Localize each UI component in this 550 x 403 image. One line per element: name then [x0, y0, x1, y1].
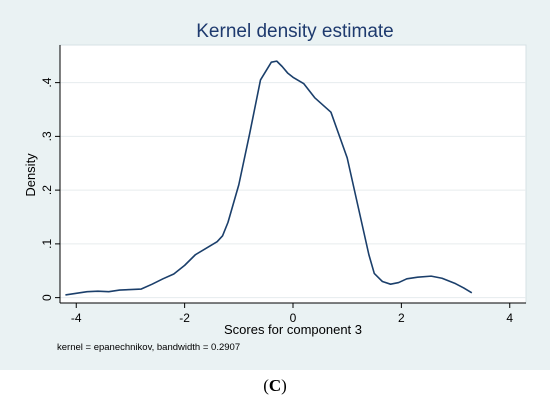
grid-lines [60, 82, 526, 299]
x-tick-label: -2 [179, 311, 190, 325]
y-tick-label: .3 [40, 131, 54, 141]
x-tick-label: -4 [71, 311, 82, 325]
x-tick-label: 0 [290, 311, 297, 325]
figure-caption: (C) [0, 376, 550, 396]
y-tick-label: .2 [40, 185, 54, 195]
plot-area [59, 44, 527, 304]
caption-letter: C [268, 376, 282, 395]
y-tick-label: .1 [40, 239, 54, 249]
x-axis-label: Scores for component 3 [224, 322, 362, 337]
y-ticks: 0 .1 .2 .3 .4 [40, 77, 60, 301]
kernel-note: kernel = epanechnikov, bandwidth = 0.290… [57, 342, 240, 353]
chart-title: Kernel density estimate [196, 21, 394, 42]
x-ticks: -4 -2 0 2 4 [71, 303, 513, 325]
x-tick-label: 4 [506, 311, 513, 325]
caption-text: (C) [263, 376, 287, 395]
x-tick-label: 2 [398, 311, 405, 325]
y-axis-label: Density [23, 153, 38, 197]
kde-chart: Kernel density estimate Scores for compo… [0, 0, 550, 370]
y-tick-label: .4 [40, 77, 54, 87]
y-tick-label: 0 [40, 294, 54, 301]
density-line [65, 60, 473, 296]
